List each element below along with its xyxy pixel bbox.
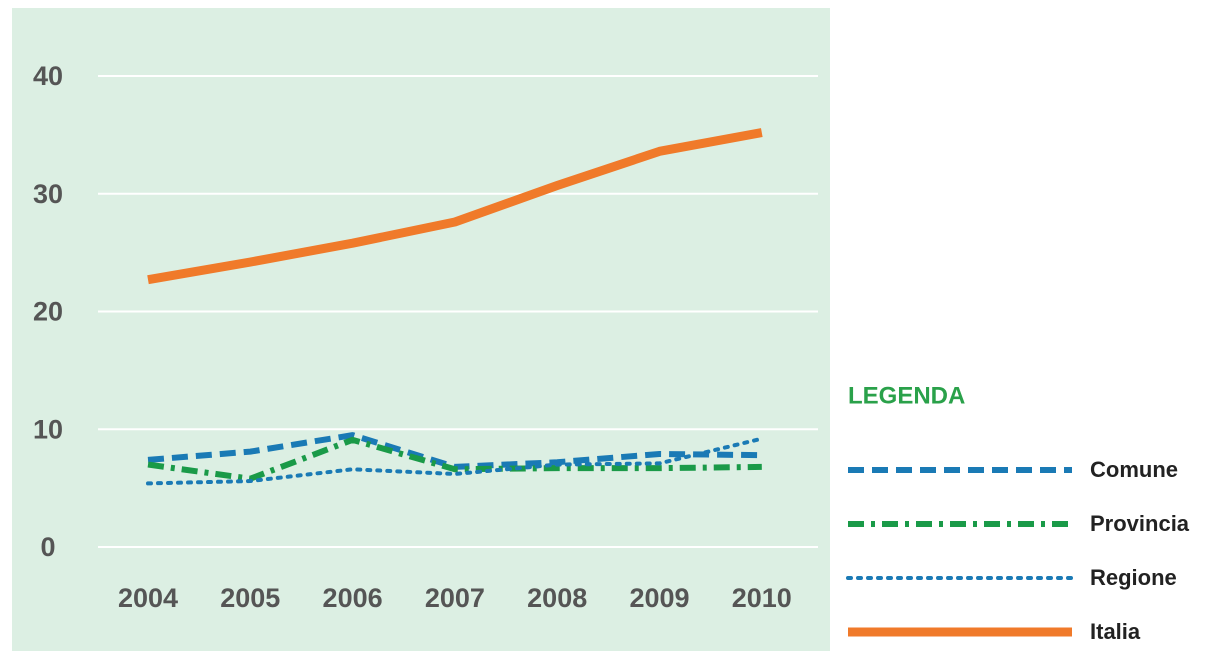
plot-background (12, 8, 830, 651)
y-tick-label: 10 (33, 414, 63, 444)
series-line (146, 436, 764, 486)
x-tick-label: 2005 (220, 583, 280, 613)
series-line (147, 128, 763, 285)
legend-title: LEGENDA (848, 382, 965, 409)
y-tick-label: 0 (40, 532, 55, 562)
y-tick-label: 30 (33, 179, 63, 209)
x-tick-label: 2004 (118, 583, 178, 613)
x-tick-label: 2007 (425, 583, 485, 613)
legend-label: Regione (1090, 565, 1177, 590)
x-tick-label: 2009 (629, 583, 689, 613)
legend-label: Italia (1090, 619, 1141, 644)
x-tick-label: 2010 (732, 583, 792, 613)
series-line (147, 436, 762, 482)
x-tick-label: 2006 (323, 583, 383, 613)
y-tick-label: 20 (33, 297, 63, 327)
y-tick-label: 40 (33, 61, 63, 91)
x-tick-label: 2008 (527, 583, 587, 613)
legend-label: Comune (1090, 457, 1178, 482)
legend-label: Provincia (1090, 511, 1190, 536)
